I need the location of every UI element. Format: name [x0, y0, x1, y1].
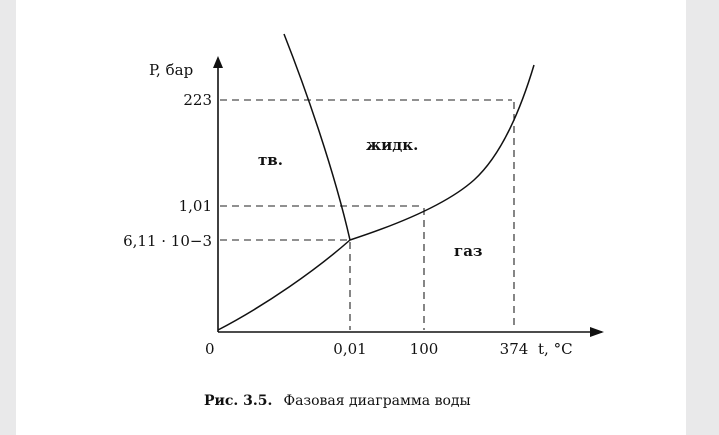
y-tick-101: 1,01 — [179, 197, 212, 215]
y-axis-label: P, бар — [149, 61, 193, 79]
y-tick-triple: 6,11 · 10−3 — [123, 232, 212, 250]
figure-caption: Рис. 3.5. Фазовая диаграмма воды — [204, 390, 471, 409]
x-tick-374: 374 — [500, 340, 529, 358]
caption-prefix: Рис. 3.5. — [204, 393, 272, 409]
melting-curve — [283, 33, 351, 241]
phase-diagram: P, бар t, °C 223 1,01 6,11 · 10−3 0 0,01… — [123, 33, 604, 409]
y-tick-223: 223 — [183, 91, 212, 109]
region-solid-label: тв. — [258, 151, 283, 169]
figure-page: P, бар t, °C 223 1,01 6,11 · 10−3 0 0,01… — [16, 0, 686, 435]
sublimation-curve — [217, 239, 351, 331]
x-tick-100: 100 — [410, 340, 439, 358]
region-gas-label: газ — [454, 242, 482, 260]
y-axis-arrow — [213, 56, 223, 68]
vaporization-curve — [349, 64, 535, 241]
region-liquid-label: жидк. — [366, 136, 418, 154]
x-axis-label: t, °C — [538, 340, 573, 358]
origin-label: 0 — [205, 340, 215, 358]
caption-text: Фазовая диаграмма воды — [284, 393, 471, 409]
x-axis-arrow — [590, 327, 604, 337]
x-tick-001: 0,01 — [333, 340, 366, 358]
